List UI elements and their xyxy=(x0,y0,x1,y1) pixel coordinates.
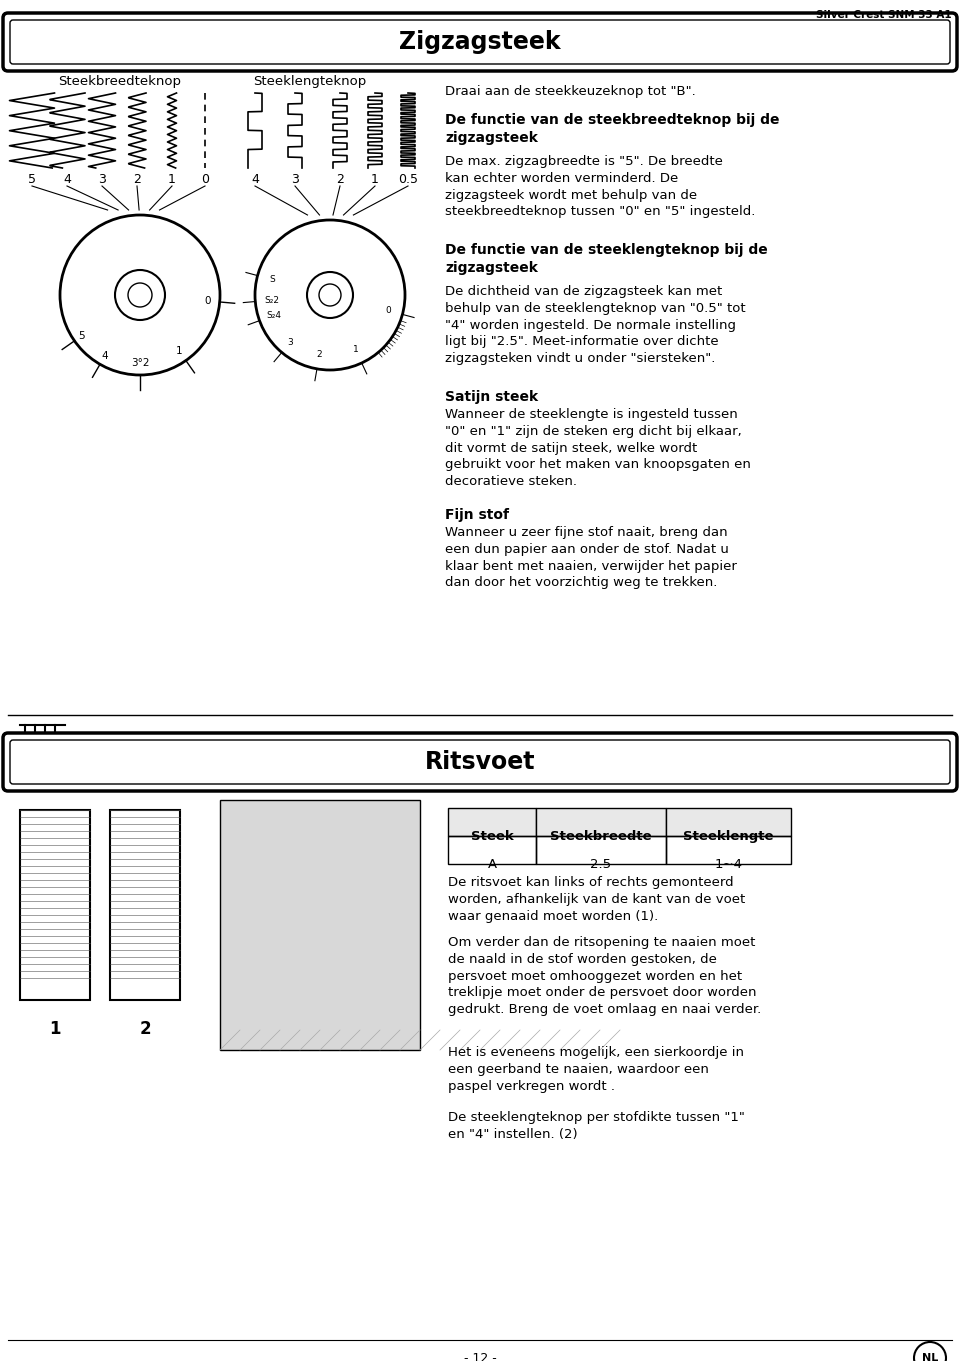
Text: Steekbreedte: Steekbreedte xyxy=(550,829,652,842)
Text: 1: 1 xyxy=(352,344,358,354)
Text: 1: 1 xyxy=(168,173,176,186)
Text: Steek: Steek xyxy=(470,829,514,842)
Circle shape xyxy=(60,215,220,376)
Text: Satijn steek: Satijn steek xyxy=(445,391,539,404)
Text: Draai aan de steekkeuzeknop tot "B".: Draai aan de steekkeuzeknop tot "B". xyxy=(445,84,696,98)
Text: Fijn stof: Fijn stof xyxy=(445,508,509,523)
Text: 2: 2 xyxy=(317,350,323,358)
Text: 0.5: 0.5 xyxy=(398,173,418,186)
Text: Wanneer u zeer fijne stof naait, breng dan
een dun papier aan onder de stof. Nad: Wanneer u zeer fijne stof naait, breng d… xyxy=(445,525,737,589)
Text: 1: 1 xyxy=(49,1019,60,1038)
Text: Zigzagsteek: Zigzagsteek xyxy=(399,30,561,54)
Circle shape xyxy=(307,272,353,318)
Bar xyxy=(536,836,666,864)
Text: 0: 0 xyxy=(204,295,211,306)
Text: A: A xyxy=(488,857,496,871)
Text: S₂4: S₂4 xyxy=(266,312,281,320)
Text: 2: 2 xyxy=(336,173,344,186)
Text: 4: 4 xyxy=(102,351,108,361)
Text: 5: 5 xyxy=(28,173,36,186)
Bar xyxy=(666,836,791,864)
Text: De functie van de steekbreedteknop bij de
zigzagsteek: De functie van de steekbreedteknop bij d… xyxy=(445,113,780,144)
Bar xyxy=(110,810,180,1000)
Bar xyxy=(448,808,536,836)
Text: 5: 5 xyxy=(78,331,84,342)
Text: Wanneer de steeklengte is ingesteld tussen
"0" en "1" zijn de steken erg dicht b: Wanneer de steeklengte is ingesteld tuss… xyxy=(445,408,751,489)
FancyBboxPatch shape xyxy=(10,20,950,64)
Bar xyxy=(220,800,420,1049)
Text: De functie van de steeklengteknop bij de
zigzagsteek: De functie van de steeklengteknop bij de… xyxy=(445,244,768,275)
Text: Steeklengte: Steeklengte xyxy=(684,829,774,842)
Text: 4: 4 xyxy=(252,173,259,186)
Bar xyxy=(536,808,666,836)
Text: S: S xyxy=(269,275,275,284)
Text: 1: 1 xyxy=(372,173,379,186)
Circle shape xyxy=(128,283,152,308)
Circle shape xyxy=(255,220,405,370)
Text: De dichtheid van de zigzagsteek kan met
behulp van de steeklengteknop van "0.5" : De dichtheid van de zigzagsteek kan met … xyxy=(445,284,746,365)
Text: 0: 0 xyxy=(201,173,209,186)
Text: 0: 0 xyxy=(385,306,391,314)
Text: De max. zigzagbreedte is "5". De breedte
kan echter worden verminderd. De
zigzag: De max. zigzagbreedte is "5". De breedte… xyxy=(445,155,756,218)
FancyBboxPatch shape xyxy=(10,740,950,784)
Text: - 12 -: - 12 - xyxy=(464,1351,496,1361)
Text: Het is eveneens mogelijk, een sierkoordje in
een geerband te naaien, waardoor ee: Het is eveneens mogelijk, een sierkoordj… xyxy=(448,1047,744,1093)
Bar xyxy=(20,810,90,1000)
Text: S₂2: S₂2 xyxy=(265,295,279,305)
Text: 2: 2 xyxy=(133,173,141,186)
Circle shape xyxy=(319,284,341,306)
Text: Ritsvoet: Ritsvoet xyxy=(424,750,536,774)
Text: 3: 3 xyxy=(98,173,106,186)
Text: 4: 4 xyxy=(63,173,71,186)
Text: 3: 3 xyxy=(287,338,293,347)
Text: 3°2: 3°2 xyxy=(131,358,149,367)
Text: De ritsvoet kan links of rechts gemonteerd
worden, afhankelijk van de kant van d: De ritsvoet kan links of rechts gemontee… xyxy=(448,876,745,923)
Text: 1: 1 xyxy=(176,346,182,355)
Bar xyxy=(666,808,791,836)
Text: 2.5: 2.5 xyxy=(590,857,612,871)
FancyBboxPatch shape xyxy=(3,14,957,71)
Text: NL: NL xyxy=(922,1353,938,1361)
FancyBboxPatch shape xyxy=(3,734,957,791)
Circle shape xyxy=(115,269,165,320)
Text: 3: 3 xyxy=(291,173,299,186)
Bar xyxy=(448,836,536,864)
Text: De steeklengteknop per stofdikte tussen "1"
en "4" instellen. (2): De steeklengteknop per stofdikte tussen … xyxy=(448,1111,745,1141)
Text: Om verder dan de ritsopening te naaien moet
de naald in de stof worden gestoken,: Om verder dan de ritsopening te naaien m… xyxy=(448,936,761,1017)
Text: Silver Crest SNM 33 A1: Silver Crest SNM 33 A1 xyxy=(816,10,952,20)
Text: 1~4: 1~4 xyxy=(714,857,742,871)
Text: 2: 2 xyxy=(139,1019,151,1038)
Text: Steekbreedteknop: Steekbreedteknop xyxy=(59,75,181,88)
Text: Steeklengteknop: Steeklengteknop xyxy=(253,75,367,88)
